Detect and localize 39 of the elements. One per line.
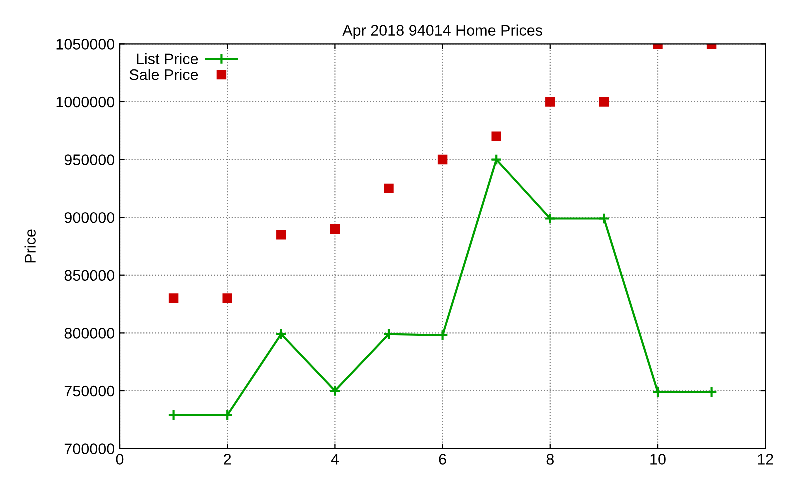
x-tick-label: 8: [546, 454, 554, 465]
point: [383, 328, 395, 340]
point: [652, 386, 664, 398]
chart-title: Apr 2018 94014 Home Prices: [342, 24, 542, 39]
point: [546, 97, 556, 107]
point: [222, 409, 234, 422]
point: [384, 184, 394, 194]
x-tick-label: 10: [650, 454, 666, 465]
y-axis-title: Price: [24, 230, 36, 263]
x-tick-label: 6: [439, 454, 446, 465]
point: [276, 230, 286, 240]
y-tick-label: 800000: [64, 328, 115, 339]
point: [490, 154, 503, 166]
point: [492, 132, 502, 142]
x-tick-label: 12: [758, 454, 774, 465]
point: [330, 224, 340, 234]
legend-label: List Price: [137, 53, 198, 65]
point: [168, 294, 179, 304]
x-tick-label: 4: [331, 454, 339, 465]
x-tick-label: 2: [224, 454, 232, 465]
point: [599, 97, 610, 107]
y-tick-label: 750000: [64, 386, 115, 397]
legend-label: Sale Price: [130, 69, 198, 80]
point: [275, 328, 288, 340]
point: [168, 409, 180, 422]
point: [329, 385, 342, 397]
point: [544, 212, 556, 225]
point: [706, 386, 718, 398]
point: [222, 294, 232, 304]
y-tick-label: 700000: [64, 444, 115, 454]
y-tick-label: 950000: [64, 154, 115, 166]
y-tick-label: 900000: [64, 212, 115, 224]
y-tick-label: 850000: [64, 270, 115, 282]
y-tick-label: 1000000: [56, 96, 115, 108]
x-tick-label: 0: [116, 454, 124, 465]
point: [436, 330, 449, 342]
point: [598, 212, 610, 225]
point: [438, 154, 448, 165]
y-tick-label: 1050000: [56, 39, 115, 50]
